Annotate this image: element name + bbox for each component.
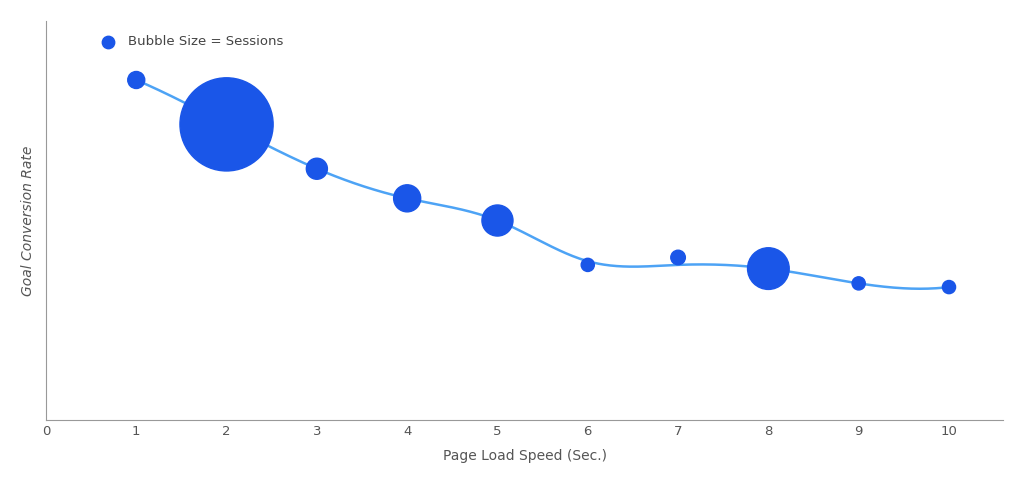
Point — [128, 76, 144, 84]
Point — [580, 261, 596, 269]
Point — [218, 121, 234, 128]
Point — [941, 283, 957, 291]
Point — [308, 165, 325, 173]
Legend: Bubble Size = Sessions: Bubble Size = Sessions — [91, 31, 287, 52]
Point — [670, 254, 686, 261]
Point — [760, 265, 776, 272]
Point — [489, 217, 506, 225]
Point — [399, 195, 416, 202]
X-axis label: Page Load Speed (Sec.): Page Load Speed (Sec.) — [442, 449, 606, 463]
Point — [851, 279, 867, 287]
Y-axis label: Goal Conversion Rate: Goal Conversion Rate — [20, 145, 35, 296]
